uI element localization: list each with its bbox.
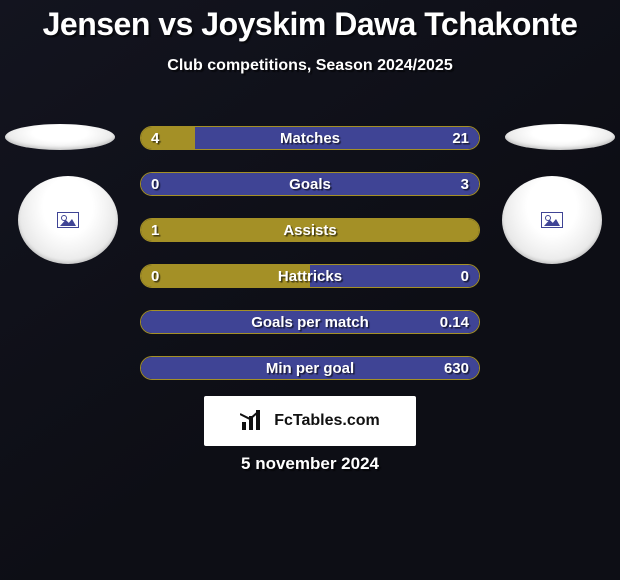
player-left-avatar-disc bbox=[18, 176, 118, 264]
stat-label: Goals bbox=[141, 173, 479, 196]
stat-row: 03Goals bbox=[140, 172, 480, 196]
image-placeholder-icon bbox=[541, 212, 563, 228]
attribution-badge: FcTables.com bbox=[204, 396, 416, 446]
bar-chart-icon bbox=[240, 410, 266, 432]
page-subtitle: Club competitions, Season 2024/2025 bbox=[0, 57, 620, 75]
comparison-chart: 421Matches 03Goals 1Assists 00Hattricks 0.14… bbox=[140, 126, 480, 402]
page-title: Jensen vs Joyskim Dawa Tchakonte bbox=[0, 0, 620, 43]
stat-label: Min per goal bbox=[141, 357, 479, 380]
attribution-text: FcTables.com bbox=[274, 412, 380, 430]
stat-label: Goals per match bbox=[141, 311, 479, 334]
stat-row: 00Hattricks bbox=[140, 264, 480, 288]
player-left-banner bbox=[5, 124, 115, 150]
stat-label: Assists bbox=[141, 219, 479, 242]
stat-row: 630Min per goal bbox=[140, 356, 480, 380]
stat-label: Hattricks bbox=[141, 265, 479, 288]
player-right-banner bbox=[505, 124, 615, 150]
stat-row: 0.14Goals per match bbox=[140, 310, 480, 334]
image-placeholder-icon bbox=[57, 212, 79, 228]
stat-label: Matches bbox=[141, 127, 479, 150]
stat-row: 1Assists bbox=[140, 218, 480, 242]
timestamp: 5 november 2024 bbox=[0, 454, 620, 474]
stat-row: 421Matches bbox=[140, 126, 480, 150]
player-right-avatar-disc bbox=[502, 176, 602, 264]
